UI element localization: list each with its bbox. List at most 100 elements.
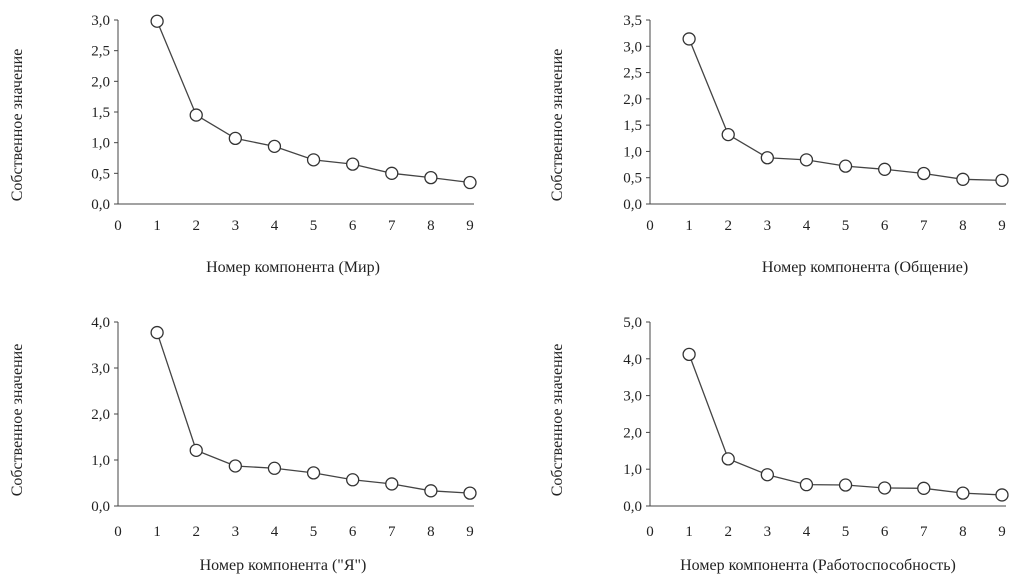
data-point-marker <box>346 473 360 487</box>
y-tick-label: 1,0 <box>623 144 642 160</box>
data-point-marker <box>189 108 203 122</box>
x-axis-label: Номер компонента ("Я") <box>200 557 367 574</box>
y-tick-label: 4,0 <box>91 315 110 331</box>
data-point-marker <box>306 466 321 480</box>
x-tick-label: 9 <box>466 218 474 234</box>
y-tick-label: 0,0 <box>91 499 110 515</box>
data-point-marker <box>760 151 774 165</box>
data-point-marker <box>385 166 399 180</box>
data-point-marker <box>799 478 814 492</box>
data-point-marker <box>189 443 203 457</box>
y-tick-label: 2,0 <box>91 74 110 90</box>
series-line <box>688 354 1003 496</box>
y-axis-label: Собственное значение <box>9 344 26 497</box>
scree-plot-mir: 0,0 0,5 1,0 1,5 2,0 2,5 3,0 0 1 2 3 4 5 6 7 8 9 Собственн… <box>9 13 477 276</box>
data-point-marker <box>228 131 242 146</box>
x-tick-label: 9 <box>998 524 1006 540</box>
x-tick-label: 8 <box>959 524 967 540</box>
x-tick-label: 0 <box>114 218 122 234</box>
y-tick-label: 2,5 <box>623 66 642 82</box>
y-tick-label: 1,0 <box>623 462 642 478</box>
x-tick-label: 3 <box>764 524 772 540</box>
data-point-marker <box>385 477 399 491</box>
data-point-marker <box>956 486 970 500</box>
x-tick-label: 4 <box>271 218 279 234</box>
x-tick-label: 7 <box>920 524 928 540</box>
data-point-marker <box>721 127 735 142</box>
x-tick-label: 1 <box>685 524 693 540</box>
x-tick-label: 1 <box>153 524 161 540</box>
x-tick-label: 4 <box>271 524 279 540</box>
x-tick-label: 6 <box>881 218 889 234</box>
data-point-marker <box>995 488 1009 502</box>
x-axis-label: Номер компонента (Мир) <box>206 259 380 276</box>
data-point-marker <box>463 486 477 500</box>
y-tick-label: 0,5 <box>91 166 110 182</box>
data-point-marker <box>463 175 477 190</box>
x-tick-label: 1 <box>153 218 161 234</box>
x-axis-label: Номер компонента (Общение) <box>762 259 968 276</box>
data-point-marker <box>799 153 814 167</box>
x-tick-label: 7 <box>388 524 396 540</box>
scree-plot-obshchenie: 0,0 0,5 1,0 1,5 2,0 2,5 3,0 3,5 0 1 2 3 4 5 6 7 8 9 Собств… <box>549 13 1009 276</box>
x-tick-label: 2 <box>724 524 732 540</box>
y-tick-label: 0,0 <box>91 197 110 213</box>
x-tick-label: 3 <box>232 218 240 234</box>
y-tick-label: 3,0 <box>623 389 642 405</box>
y-tick-label: 1,5 <box>91 105 110 121</box>
x-tick-label: 5 <box>310 524 318 540</box>
data-point-marker <box>760 468 774 482</box>
y-tick-label: 1,5 <box>623 118 642 134</box>
y-tick-label: 0,5 <box>623 171 642 187</box>
y-axis-label: Собственное значение <box>549 344 566 497</box>
y-tick-label: 5,0 <box>623 315 642 331</box>
x-tick-label: 8 <box>427 524 435 540</box>
y-tick-label: 1,0 <box>91 136 110 152</box>
y-axis-label: Собственное значение <box>549 49 566 202</box>
x-tick-label: 1 <box>685 218 693 234</box>
x-tick-label: 5 <box>842 524 850 540</box>
x-tick-label: 3 <box>232 524 240 540</box>
data-point-marker <box>150 325 164 340</box>
x-tick-label: 8 <box>959 218 967 234</box>
y-tick-label: 3,5 <box>623 13 642 29</box>
x-tick-label: 5 <box>310 218 318 234</box>
data-point-marker <box>682 347 696 362</box>
data-point-marker <box>721 452 735 466</box>
x-tick-label: 4 <box>803 524 811 540</box>
data-point-marker <box>150 14 164 28</box>
x-tick-label: 6 <box>349 218 357 234</box>
data-point-marker <box>424 170 438 185</box>
y-tick-label: 2,0 <box>623 425 642 441</box>
data-point-marker <box>267 461 282 475</box>
data-point-marker <box>917 166 931 181</box>
series-line <box>688 38 1003 181</box>
y-tick-label: 3,0 <box>91 13 110 29</box>
y-tick-label: 2,0 <box>91 407 110 423</box>
x-tick-label: 2 <box>192 218 200 234</box>
data-point-marker <box>346 157 360 171</box>
x-tick-label: 9 <box>466 524 474 540</box>
data-point-marker <box>878 481 892 495</box>
data-point-marker <box>956 172 970 186</box>
x-axis-label: Номер компонента (Работоспособность) <box>680 557 956 574</box>
y-tick-label: 1,0 <box>91 453 110 469</box>
x-tick-label: 2 <box>192 524 200 540</box>
data-point-marker <box>306 153 321 167</box>
x-tick-label: 0 <box>646 218 654 234</box>
x-tick-label: 3 <box>764 218 772 234</box>
data-point-marker <box>228 459 242 473</box>
scree-plot-ya: 0,0 1,0 2,0 3,0 4,0 0 1 2 3 4 5 6 7 8 9 Собственное зна… <box>9 315 477 574</box>
data-point-marker <box>878 162 892 176</box>
x-tick-label: 6 <box>881 524 889 540</box>
x-tick-label: 8 <box>427 218 435 234</box>
x-tick-label: 0 <box>646 524 654 540</box>
y-tick-label: 0,0 <box>623 499 642 515</box>
x-tick-label: 6 <box>349 524 357 540</box>
x-tick-label: 0 <box>114 524 122 540</box>
y-tick-label: 2,5 <box>91 44 110 60</box>
data-point-marker <box>682 32 696 46</box>
x-tick-label: 9 <box>998 218 1006 234</box>
x-tick-label: 2 <box>724 218 732 234</box>
data-point-marker <box>995 173 1009 187</box>
